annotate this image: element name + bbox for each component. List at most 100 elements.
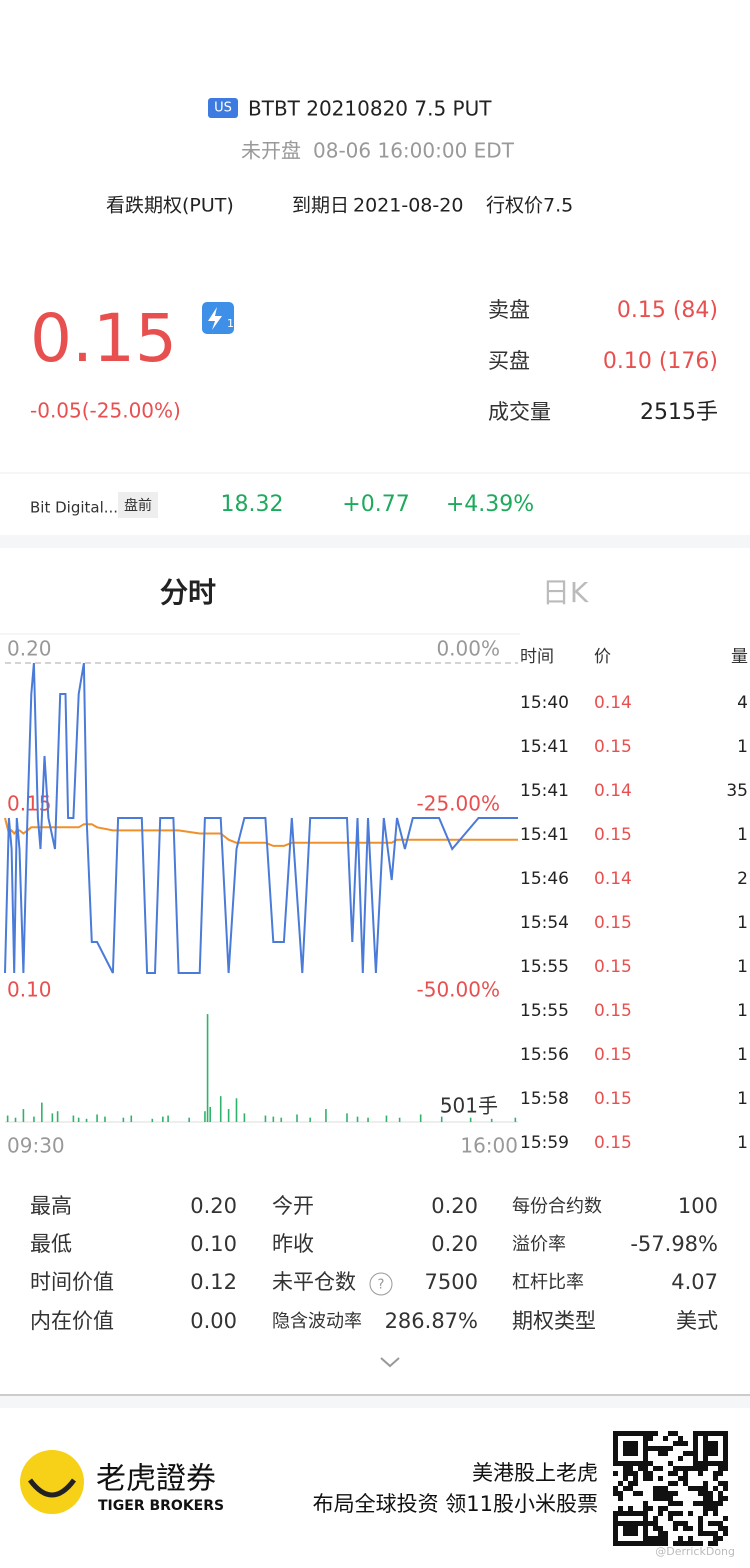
qr-module bbox=[643, 1461, 648, 1466]
volume-bar bbox=[22, 1109, 25, 1122]
qr-module bbox=[633, 1431, 638, 1436]
x-tick-label: 09:30 bbox=[7, 1134, 65, 1158]
qr-module bbox=[673, 1491, 678, 1496]
qr-module bbox=[713, 1461, 718, 1466]
qr-module bbox=[643, 1506, 648, 1511]
volume-bar bbox=[122, 1117, 125, 1122]
qr-module bbox=[633, 1531, 638, 1536]
qr-module bbox=[658, 1476, 663, 1481]
volume-bar bbox=[77, 1117, 80, 1122]
qr-module bbox=[718, 1491, 723, 1496]
qr-module bbox=[613, 1486, 618, 1491]
qr-module bbox=[718, 1481, 723, 1486]
qr-module bbox=[708, 1446, 713, 1451]
qr-module bbox=[628, 1531, 633, 1536]
qr-module bbox=[643, 1436, 648, 1441]
qr-module bbox=[723, 1431, 728, 1436]
stat-value: 0.20 bbox=[190, 1194, 237, 1218]
volume-bar bbox=[309, 1117, 311, 1122]
y-tick-label: 0.10 bbox=[7, 978, 52, 1002]
change: -0.05(-25.00%) bbox=[30, 399, 181, 423]
qr-module bbox=[648, 1436, 653, 1441]
qr-module bbox=[618, 1506, 623, 1511]
qr-module bbox=[628, 1511, 633, 1516]
qr-module bbox=[678, 1541, 683, 1546]
qr-module bbox=[698, 1526, 703, 1531]
qr-module bbox=[653, 1526, 658, 1531]
brand: 老虎證券 bbox=[96, 1462, 216, 1497]
qr-module bbox=[698, 1431, 703, 1436]
qr-module bbox=[713, 1531, 718, 1536]
volume-bar bbox=[162, 1116, 164, 1122]
volume-bar bbox=[6, 1115, 9, 1122]
qr-module bbox=[628, 1441, 633, 1446]
qr-module bbox=[613, 1541, 618, 1546]
qr-module bbox=[623, 1471, 628, 1476]
qr-module bbox=[713, 1501, 718, 1506]
volume-bar bbox=[85, 1118, 88, 1122]
trade-cell: 15:46 bbox=[520, 869, 569, 889]
qr-module bbox=[698, 1486, 703, 1491]
qr-module bbox=[643, 1471, 648, 1476]
qr-module bbox=[653, 1446, 658, 1451]
qr-module bbox=[703, 1511, 708, 1516]
underlying-name[interactable]: Bit Digital... bbox=[30, 499, 118, 517]
column-header: 时间 bbox=[520, 647, 554, 667]
stat-label: 内在价值 bbox=[30, 1309, 114, 1333]
volume-bar bbox=[56, 1111, 59, 1122]
qr-module bbox=[698, 1466, 703, 1471]
qr-module bbox=[678, 1436, 683, 1441]
qr-module bbox=[698, 1471, 703, 1476]
stats: 最高 0.20 今开 0.20 每份合约数 100 最低 0.10 昨收 0.20 溢价率 -57.9… bbox=[30, 1194, 718, 1333]
qr-module bbox=[633, 1526, 638, 1531]
tab[interactable]: 分时 bbox=[160, 576, 216, 609]
stat-value: 美式 bbox=[676, 1309, 718, 1333]
qr-module bbox=[643, 1536, 648, 1541]
help-icon[interactable] bbox=[369, 1272, 393, 1296]
qr-module bbox=[663, 1491, 668, 1496]
qr-module bbox=[678, 1521, 683, 1526]
qr-module bbox=[703, 1446, 708, 1451]
qr-module bbox=[703, 1441, 708, 1446]
qr-module bbox=[673, 1501, 678, 1506]
qr-module bbox=[658, 1496, 663, 1501]
volume-bar bbox=[296, 1114, 298, 1122]
volume-bar bbox=[264, 1115, 267, 1122]
qr-module bbox=[653, 1431, 658, 1436]
qr-module bbox=[718, 1466, 723, 1471]
trade-cell: 1 bbox=[737, 957, 748, 977]
expiry-label: 到期日 bbox=[292, 195, 349, 217]
qr-module bbox=[673, 1466, 678, 1471]
trade-cell: 4 bbox=[737, 693, 748, 713]
volume-bar bbox=[235, 1098, 238, 1122]
qr-module bbox=[633, 1511, 638, 1516]
qr-module bbox=[683, 1451, 688, 1456]
trade-cell: 15:41 bbox=[520, 737, 569, 757]
trade-cell: 15:58 bbox=[520, 1089, 569, 1109]
qr-module bbox=[708, 1506, 713, 1511]
qr-module bbox=[643, 1501, 648, 1506]
qr-module bbox=[668, 1481, 673, 1486]
volume-bar bbox=[130, 1115, 133, 1122]
stat-label: 期权类型 bbox=[512, 1309, 596, 1333]
qr-module bbox=[653, 1491, 658, 1496]
volume-bar bbox=[419, 1114, 422, 1122]
trade-cell: 0.15 bbox=[594, 825, 632, 845]
qr-module bbox=[628, 1466, 633, 1471]
qr-module bbox=[648, 1536, 653, 1541]
qr-module bbox=[683, 1521, 688, 1526]
qr-module bbox=[698, 1521, 703, 1526]
qr-module bbox=[613, 1516, 618, 1521]
qr-module bbox=[668, 1461, 673, 1466]
qr-module bbox=[673, 1511, 678, 1516]
qr-module bbox=[613, 1451, 618, 1456]
qr-module bbox=[633, 1446, 638, 1451]
qr-module bbox=[708, 1531, 713, 1536]
qr-module bbox=[633, 1441, 638, 1446]
qr-module bbox=[628, 1506, 633, 1511]
stat-label: 最高 bbox=[30, 1194, 72, 1218]
trade-cell: 1 bbox=[737, 913, 748, 933]
tab[interactable]: 日K bbox=[542, 576, 589, 609]
expand-chevron[interactable] bbox=[380, 1357, 400, 1368]
title: BTBT 20210820 7.5 PUT bbox=[248, 97, 492, 121]
